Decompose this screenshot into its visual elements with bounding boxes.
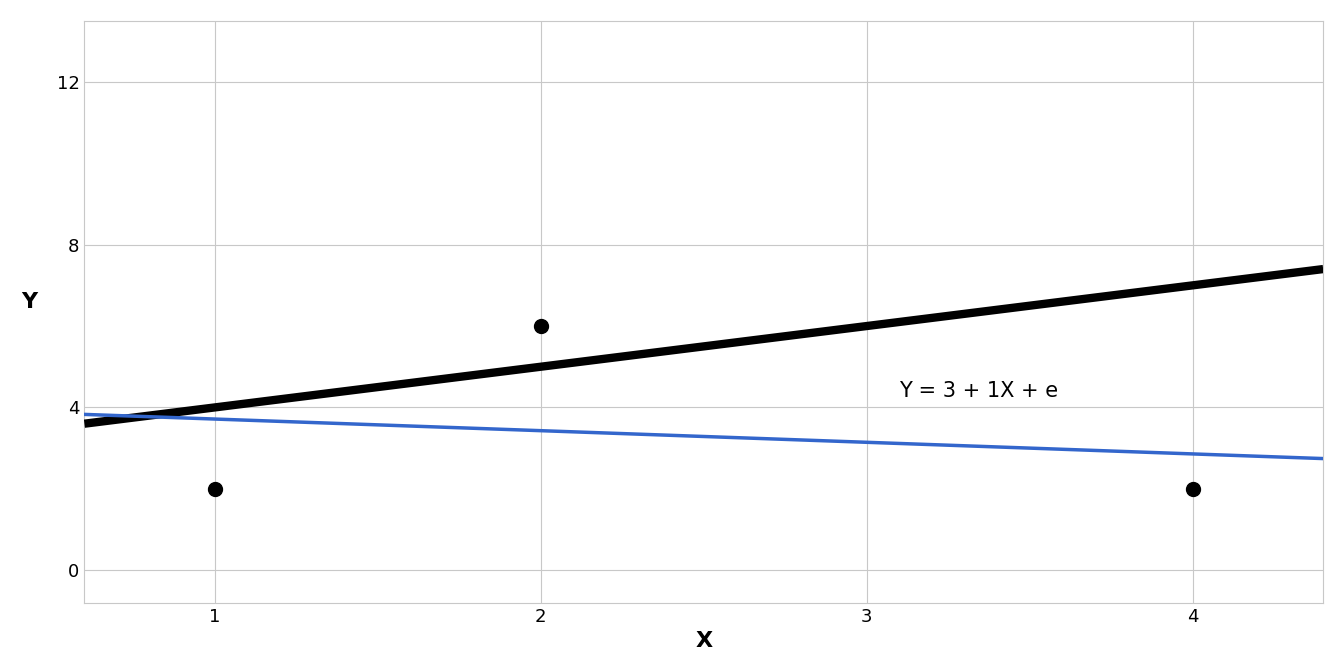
Y-axis label: Y: Y — [22, 292, 36, 312]
Point — [204, 483, 226, 494]
X-axis label: X: X — [695, 631, 712, 651]
Point — [530, 321, 551, 331]
Text: Y = 3 + 1X + e: Y = 3 + 1X + e — [899, 381, 1059, 401]
Point — [1181, 483, 1203, 494]
